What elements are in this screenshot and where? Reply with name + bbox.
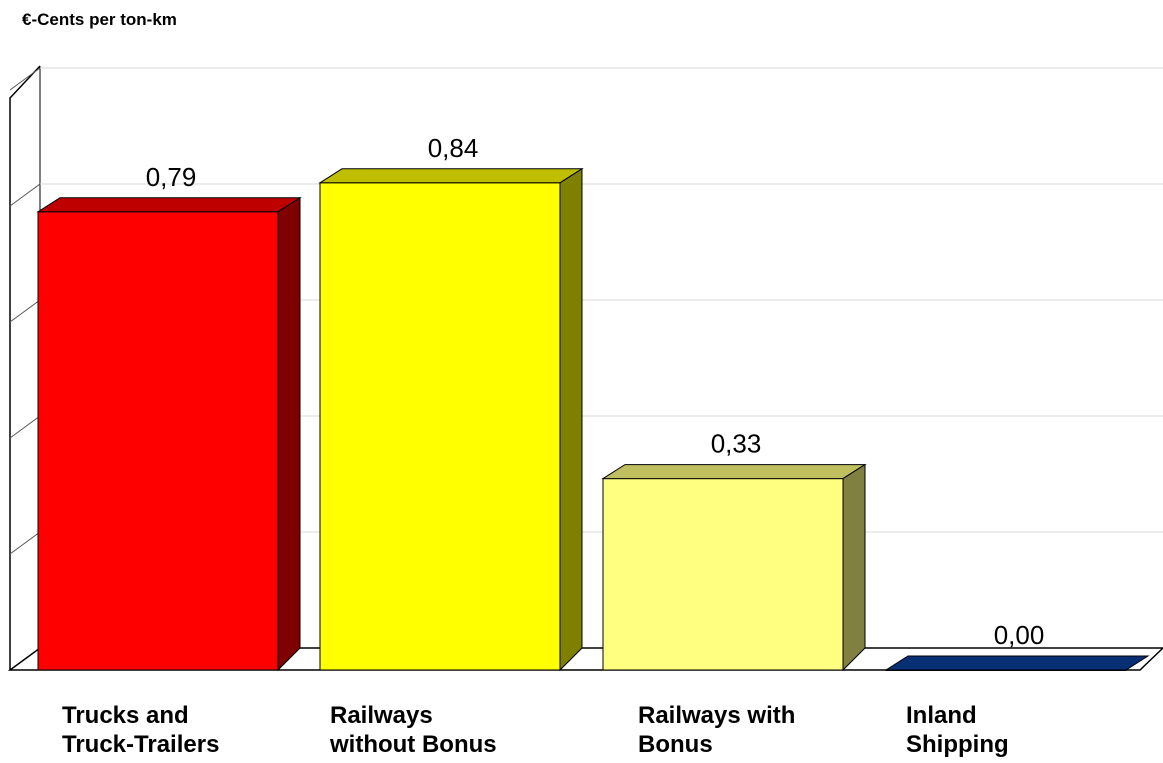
value-label: 0,00 [994, 620, 1045, 650]
category-label-line: Shipping [906, 731, 1009, 758]
value-label: 0,33 [711, 429, 762, 459]
category-label: Railways without Bonus [330, 701, 497, 759]
bar-front [319, 182, 561, 671]
bar-top [36, 197, 302, 213]
bar [884, 655, 1150, 671]
gridline-side [9, 183, 41, 207]
bar [318, 167, 584, 672]
bar-chart: 0,79 0,84 0,33 0,00 [7, 65, 1163, 672]
y-axis-label: €-Cents per ton-km [22, 10, 177, 29]
category-label-line: Railways with [638, 702, 796, 729]
value-label: 0,79 [146, 162, 197, 192]
category-label: Inland Shipping [906, 701, 1009, 759]
bar-top [318, 168, 584, 184]
value-label: 0,84 [428, 133, 479, 163]
value-labels: 0,79 0,84 0,33 0,00 [146, 133, 1045, 650]
bar [601, 463, 867, 672]
bar-front [37, 211, 279, 671]
category-label-line: Inland [906, 702, 977, 729]
bar-front [602, 478, 844, 671]
category-label-line: Bonus [638, 731, 713, 758]
category-label-line: Trucks and [62, 702, 189, 729]
bars [36, 167, 1150, 672]
category-label: Trucks and Truck-Trailers [62, 701, 219, 759]
category-label-line: without Bonus [330, 731, 497, 758]
bar-side [277, 196, 301, 672]
gridline-side [9, 299, 41, 323]
gridline-side [9, 531, 41, 555]
bar [36, 196, 302, 672]
bar-top [601, 464, 867, 480]
bar-side [559, 167, 583, 672]
category-label: Railways with Bonus [638, 701, 795, 759]
left-wall [9, 65, 41, 670]
category-label-line: Truck-Trailers [62, 731, 220, 758]
gridline-side [9, 415, 41, 439]
bar-top [884, 655, 1150, 671]
category-label-line: Railways [330, 702, 433, 729]
bar-side [842, 463, 866, 672]
gridline-side [9, 67, 41, 91]
